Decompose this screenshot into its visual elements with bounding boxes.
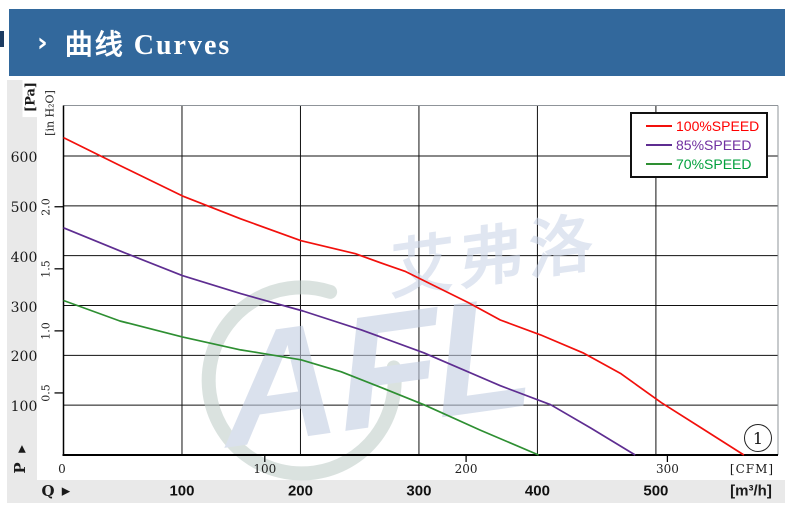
legend-line-swatch <box>646 163 672 166</box>
legend-line-swatch <box>646 124 672 127</box>
header-accent-notch <box>0 31 4 47</box>
bottom-axis-band <box>7 480 785 503</box>
curve-70-speed <box>63 299 539 456</box>
legend-label: 85%SPEED <box>676 136 752 153</box>
watermark-cjk-text: 艾弗洛 <box>390 205 598 310</box>
legend: 100%SPEED 85%SPEED 70%SPEED <box>630 112 768 178</box>
curve-100-speed <box>63 136 745 456</box>
legend-row: 100%SPEED <box>646 116 766 135</box>
legend-label: 70%SPEED <box>676 156 752 173</box>
legend-row: 70%SPEED <box>646 155 766 174</box>
legend-label: 100%SPEED <box>676 117 760 134</box>
legend-line-swatch <box>646 143 672 146</box>
circled-annotation: 1 <box>744 424 772 452</box>
chevron-right-icon: › <box>37 27 48 58</box>
page-header: › 曲线 Curves <box>9 9 785 76</box>
curve-85-speed <box>63 227 636 456</box>
legend-row: 85%SPEED <box>646 135 766 154</box>
page-title: 曲线 Curves <box>64 29 232 61</box>
watermark-ring <box>201 280 402 481</box>
left-axis-band <box>7 80 37 480</box>
